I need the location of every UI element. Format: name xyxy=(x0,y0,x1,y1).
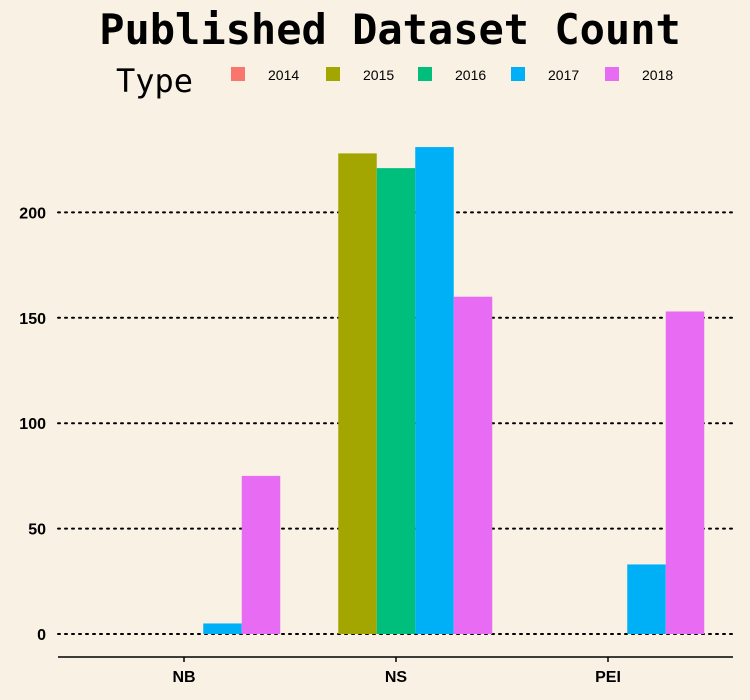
legend-label-2018: 2018 xyxy=(642,67,673,83)
legend-swatch-2016 xyxy=(418,67,432,81)
y-tick-label-50: 50 xyxy=(28,522,46,539)
bar-pei-2017 xyxy=(627,564,666,634)
legend-label-2015: 2015 xyxy=(363,67,394,83)
bar-ns-2015 xyxy=(338,153,377,634)
x-tick-label-ns: NS xyxy=(385,669,408,686)
legend-item-2018: 2018 xyxy=(605,67,673,83)
legend-swatch-2017 xyxy=(511,67,525,81)
bar-ns-2018 xyxy=(453,296,493,634)
legend-swatch-2014 xyxy=(231,67,245,81)
y-tick-label-150: 150 xyxy=(19,311,46,328)
legend-title: Type xyxy=(116,62,193,100)
bar-pei-2018 xyxy=(665,311,705,634)
y-axis: 0 50 100 150 200 xyxy=(19,205,46,644)
x-axis: NB NS PEI xyxy=(58,656,733,686)
x-tick-label-nb: NB xyxy=(172,669,195,686)
bar-ns-2017 xyxy=(415,147,454,634)
y-tick-label-200: 200 xyxy=(19,205,46,222)
bar-ns-2016 xyxy=(376,168,416,634)
legend-label-2014: 2014 xyxy=(268,67,299,83)
y-tick-label-0: 0 xyxy=(37,627,46,644)
x-tick-label-pei: PEI xyxy=(595,669,621,686)
legend: 2014 2015 2016 2017 2018 xyxy=(231,67,673,83)
legend-swatch-2015 xyxy=(326,67,340,81)
legend-item-2016: 2016 xyxy=(418,67,486,83)
legend-label-2016: 2016 xyxy=(455,67,486,83)
legend-label-2017: 2017 xyxy=(548,67,579,83)
legend-item-2017: 2017 xyxy=(511,67,579,83)
bar-nb-2017 xyxy=(203,623,242,634)
legend-item-2014: 2014 xyxy=(231,67,299,83)
legend-item-2015: 2015 xyxy=(326,67,394,83)
bars xyxy=(203,147,705,634)
legend-swatch-2018 xyxy=(605,67,619,81)
bar-nb-2018 xyxy=(241,475,281,634)
chart-title: Published Dataset Count xyxy=(99,5,681,54)
y-tick-label-100: 100 xyxy=(19,416,46,433)
